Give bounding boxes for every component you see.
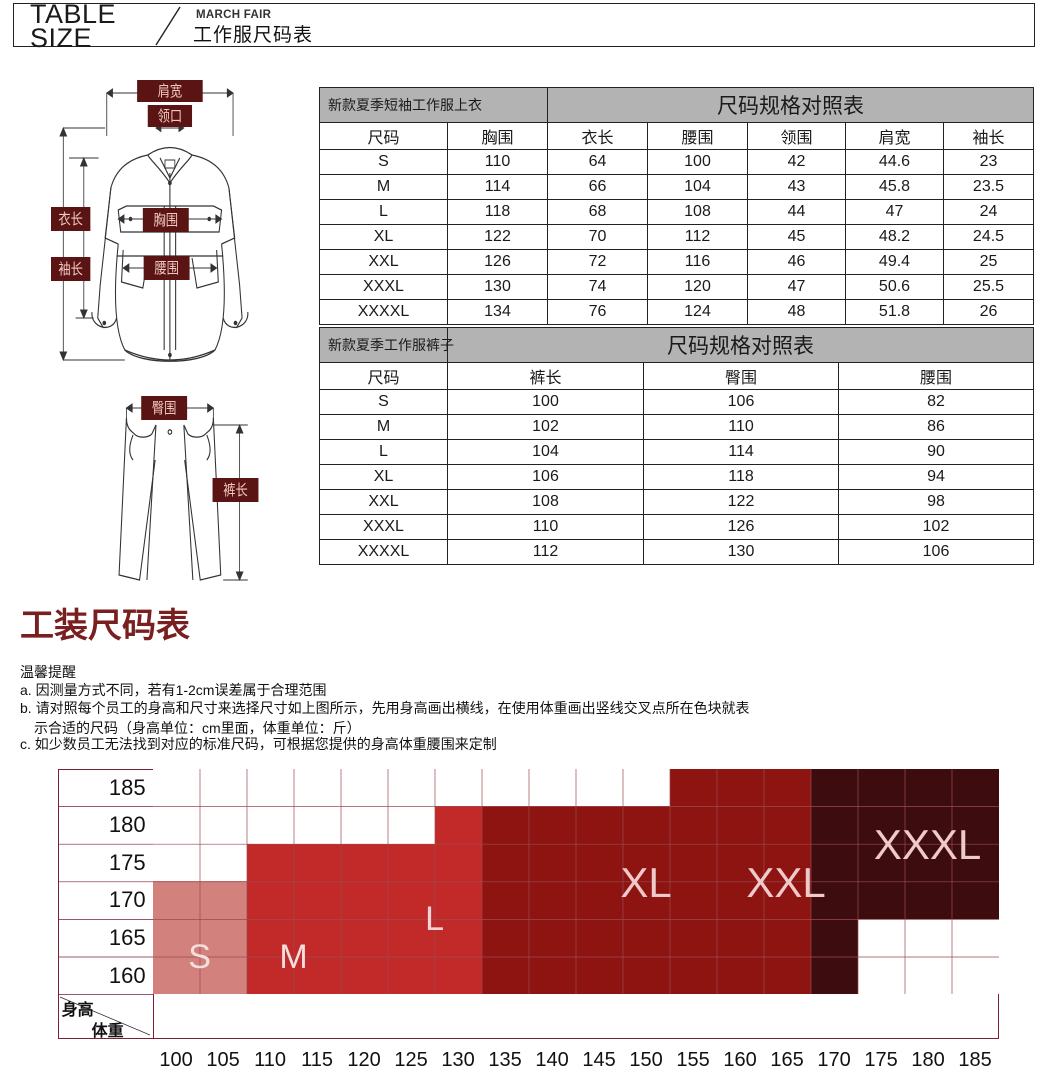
svg-text:臀围: 臀围 <box>152 400 177 416</box>
svg-text:腰围: 腰围 <box>154 260 179 276</box>
svg-text:裤长: 裤长 <box>223 482 248 498</box>
svg-text:胸围: 胸围 <box>154 212 179 228</box>
svg-text:袖长: 袖长 <box>58 261 83 277</box>
svg-text:领口: 领口 <box>158 108 183 124</box>
svg-text:肩宽: 肩宽 <box>158 82 183 99</box>
svg-text:衣长: 衣长 <box>58 211 83 227</box>
